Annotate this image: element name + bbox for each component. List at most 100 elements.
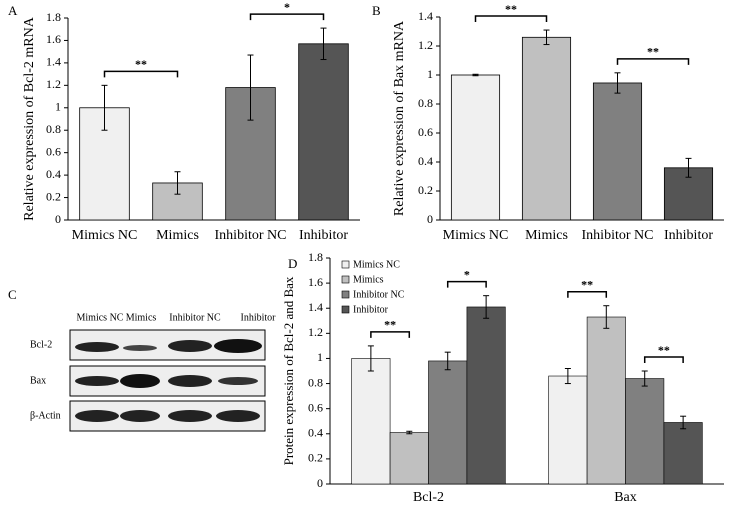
blot-column-label: Mimics NC [77, 312, 124, 323]
x-tick-label: Inhibitor NC [582, 228, 654, 243]
x-tick-label: Mimics [525, 228, 568, 243]
significance-label: ** [581, 277, 593, 291]
significance-bracket [446, 280, 487, 288]
significance-label: * [284, 0, 290, 14]
significance-bracket [370, 331, 411, 338]
y-tick-label: 0.8 [418, 96, 433, 110]
x-tick-label: Inhibitor NC [215, 228, 287, 243]
y-tick-label: 1.2 [308, 325, 323, 339]
y-tick-label: 0 [55, 212, 61, 226]
significance-label: * [464, 267, 470, 281]
x-tick-label: Mimics NC [443, 228, 509, 243]
panel-letter: A [8, 3, 18, 18]
significance-bracket [616, 58, 690, 65]
bar [625, 378, 665, 485]
x-tick-label: Bax [614, 490, 637, 505]
y-axis-label: Protein expression of Bcl-2 and Bax [281, 276, 296, 465]
band [123, 345, 157, 351]
y-tick-label: 0 [317, 476, 323, 490]
y-tick-label: 0.2 [46, 189, 61, 203]
x-tick-label: Inhibitor [664, 228, 713, 243]
bar [466, 306, 506, 485]
legend-label: Mimics NC [353, 259, 400, 270]
y-axis-label: Relative expression of Bax mRNA [392, 20, 407, 216]
y-tick-label: 1 [317, 350, 323, 364]
y-tick-label: 0.6 [308, 400, 323, 414]
legend-label: Mimics [353, 274, 384, 285]
x-tick-label: Mimics NC [72, 228, 138, 243]
significance-label: ** [647, 45, 659, 59]
bar [586, 316, 626, 485]
significance-bracket [474, 15, 548, 23]
band [75, 376, 119, 386]
band [168, 375, 212, 387]
bar [548, 375, 588, 485]
y-tick-label: 1.4 [46, 55, 61, 69]
y-tick-label: 0.8 [46, 122, 61, 136]
blot-image [69, 329, 266, 432]
significance-label: ** [505, 2, 517, 16]
band [168, 340, 212, 352]
band [120, 410, 160, 422]
y-tick-label: 0.6 [46, 144, 61, 158]
x-tick-label: Inhibitor [299, 228, 348, 243]
bar [351, 358, 391, 485]
legend-label: Inhibitor [353, 304, 389, 315]
y-tick-label: 1.8 [46, 10, 61, 24]
band [214, 339, 262, 353]
significance-bracket [643, 356, 684, 363]
y-tick-label: 0.4 [308, 426, 323, 440]
band [216, 410, 260, 422]
y-tick-label: 1.4 [308, 300, 323, 314]
band [168, 410, 212, 422]
y-tick-label: 1.8 [308, 250, 323, 264]
x-tick-label: Mimics [156, 228, 199, 243]
band [75, 342, 119, 352]
y-tick-label: 1.6 [308, 275, 323, 289]
y-tick-label: 1.2 [418, 38, 433, 52]
y-tick-label: 1 [427, 67, 433, 81]
bar [389, 432, 429, 485]
significance-label: ** [658, 343, 670, 357]
y-axis-label: Relative expression of Bcl-2 mRNA [22, 16, 37, 221]
blot-row-label: β-Actin [30, 410, 61, 421]
bar [450, 74, 501, 221]
bar [521, 36, 572, 221]
panel-letter: D [288, 256, 297, 271]
y-tick-label: 0.2 [418, 183, 433, 197]
band [120, 374, 160, 388]
y-tick-label: 0.4 [46, 167, 61, 181]
legend-label: Inhibitor NC [353, 289, 405, 300]
bar [592, 82, 643, 221]
blot-row-label: Bcl-2 [30, 339, 52, 350]
legend-swatch [341, 275, 350, 284]
y-tick-label: 0 [427, 212, 433, 226]
legend-swatch [341, 305, 350, 314]
bar [663, 422, 703, 485]
significance-bracket [567, 290, 608, 298]
band [75, 410, 119, 422]
y-tick-label: 0.2 [308, 451, 323, 465]
y-tick-label: 0.8 [308, 375, 323, 389]
legend-swatch [341, 260, 350, 269]
y-tick-label: 1.2 [46, 77, 61, 91]
significance-label: ** [135, 57, 147, 71]
significance-label: ** [384, 318, 396, 332]
y-tick-label: 1 [55, 100, 61, 114]
y-tick-label: 1.6 [46, 32, 61, 46]
significance-bracket [249, 13, 325, 21]
significance-bracket [103, 70, 179, 78]
blot-column-label: Inhibitor [241, 312, 277, 323]
legend-swatch [341, 290, 350, 299]
blot-column-label: Inhibitor NC [169, 312, 221, 323]
blot-column-label: Mimics [126, 312, 157, 323]
x-tick-label: Bcl-2 [413, 490, 444, 505]
panel-letter: B [372, 3, 381, 18]
bar [298, 43, 349, 221]
y-tick-label: 0.6 [418, 125, 433, 139]
blot-row-label: Bax [30, 375, 46, 386]
band [218, 377, 258, 385]
bar [428, 360, 468, 485]
